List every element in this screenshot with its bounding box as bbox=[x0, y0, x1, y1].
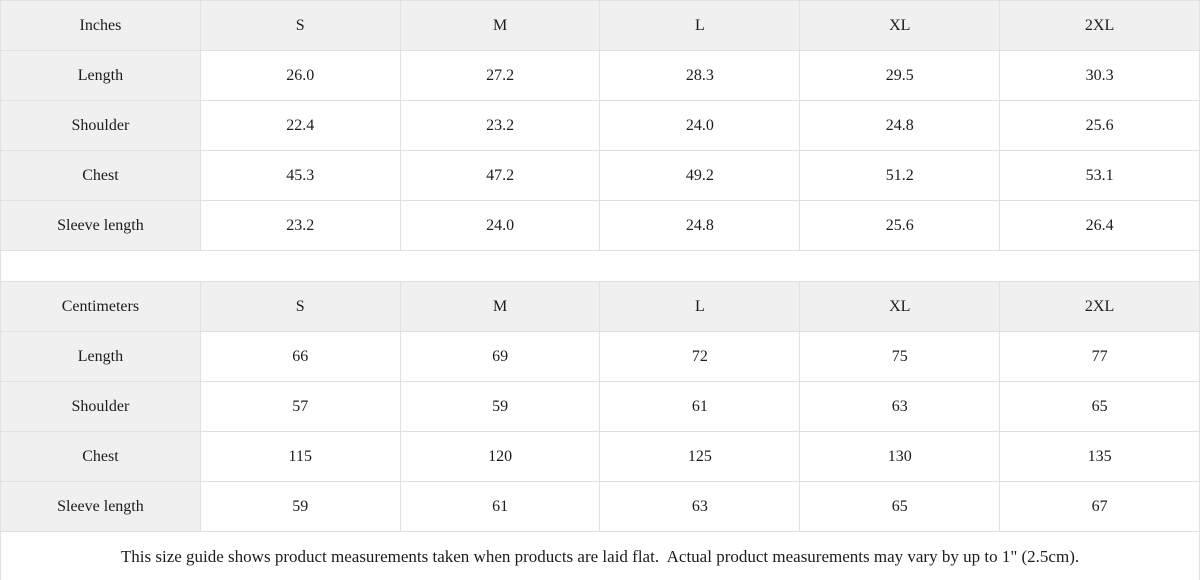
value-cell: 53.1 bbox=[999, 150, 1200, 201]
value-cell: 135 bbox=[999, 431, 1200, 482]
value-cell: 65 bbox=[799, 481, 1001, 532]
value-cell: 63 bbox=[799, 381, 1001, 432]
value-cell: 26.0 bbox=[199, 50, 401, 101]
value-cell: 125 bbox=[599, 431, 801, 482]
value-cell: 57 bbox=[199, 381, 401, 432]
value-cell: 115 bbox=[199, 431, 401, 482]
value-cell: 130 bbox=[799, 431, 1001, 482]
centimeters-header-row: Centimeters S M L XL 2XL bbox=[0, 281, 1200, 332]
unit-header-cell: Inches bbox=[0, 0, 201, 51]
table-row: Length 26.0 27.2 28.3 29.5 30.3 bbox=[0, 50, 1200, 101]
row-label-cell: Sleeve length bbox=[0, 481, 201, 532]
value-cell: 66 bbox=[199, 331, 401, 382]
size-header-cell: 2XL bbox=[999, 281, 1200, 332]
size-header-cell: XL bbox=[799, 0, 1001, 51]
table-row: Shoulder 22.4 23.2 24.0 24.8 25.6 bbox=[0, 100, 1200, 151]
value-cell: 25.6 bbox=[799, 200, 1001, 251]
size-header-cell: L bbox=[599, 281, 801, 332]
size-header-cell: M bbox=[399, 0, 601, 51]
row-label-cell: Chest bbox=[0, 150, 201, 201]
value-cell: 61 bbox=[399, 481, 601, 532]
inches-table: Inches S M L XL 2XL Length 26.0 27.2 28.… bbox=[0, 0, 1200, 251]
table-row: Sleeve length 59 61 63 65 67 bbox=[0, 481, 1200, 532]
size-header-cell: XL bbox=[799, 281, 1001, 332]
value-cell: 120 bbox=[399, 431, 601, 482]
value-cell: 63 bbox=[599, 481, 801, 532]
row-label-cell: Length bbox=[0, 50, 201, 101]
value-cell: 51.2 bbox=[799, 150, 1001, 201]
row-label-cell: Sleeve length bbox=[0, 200, 201, 251]
value-cell: 69 bbox=[399, 331, 601, 382]
value-cell: 27.2 bbox=[399, 50, 601, 101]
value-cell: 22.4 bbox=[199, 100, 401, 151]
table-row: Chest 45.3 47.2 49.2 51.2 53.1 bbox=[0, 150, 1200, 201]
unit-header-cell: Centimeters bbox=[0, 281, 201, 332]
table-row: Chest 115 120 125 130 135 bbox=[0, 431, 1200, 482]
value-cell: 77 bbox=[999, 331, 1200, 382]
table-row: Sleeve length 23.2 24.0 24.8 25.6 26.4 bbox=[0, 200, 1200, 251]
value-cell: 29.5 bbox=[799, 50, 1001, 101]
row-label-cell: Shoulder bbox=[0, 100, 201, 151]
row-label-cell: Length bbox=[0, 331, 201, 382]
value-cell: 23.2 bbox=[399, 100, 601, 151]
value-cell: 23.2 bbox=[199, 200, 401, 251]
inches-header-row: Inches S M L XL 2XL bbox=[0, 0, 1200, 51]
value-cell: 24.0 bbox=[599, 100, 801, 151]
value-cell: 65 bbox=[999, 381, 1200, 432]
value-cell: 26.4 bbox=[999, 200, 1200, 251]
value-cell: 49.2 bbox=[599, 150, 801, 201]
size-header-cell: S bbox=[199, 0, 401, 51]
size-header-cell: 2XL bbox=[999, 0, 1200, 51]
row-label-cell: Chest bbox=[0, 431, 201, 482]
value-cell: 67 bbox=[999, 481, 1200, 532]
value-cell: 25.6 bbox=[999, 100, 1200, 151]
centimeters-table: Centimeters S M L XL 2XL Length 66 69 72… bbox=[0, 281, 1200, 532]
table-row: Shoulder 57 59 61 63 65 bbox=[0, 381, 1200, 432]
table-row: Length 66 69 72 75 77 bbox=[0, 331, 1200, 382]
value-cell: 59 bbox=[399, 381, 601, 432]
value-cell: 30.3 bbox=[999, 50, 1200, 101]
row-label-cell: Shoulder bbox=[0, 381, 201, 432]
size-header-cell: S bbox=[199, 281, 401, 332]
value-cell: 59 bbox=[199, 481, 401, 532]
value-cell: 24.0 bbox=[399, 200, 601, 251]
value-cell: 72 bbox=[599, 331, 801, 382]
spacer-row bbox=[0, 251, 1200, 281]
value-cell: 45.3 bbox=[199, 150, 401, 201]
size-header-cell: L bbox=[599, 0, 801, 51]
value-cell: 24.8 bbox=[799, 100, 1001, 151]
value-cell: 28.3 bbox=[599, 50, 801, 101]
value-cell: 47.2 bbox=[399, 150, 601, 201]
value-cell: 75 bbox=[799, 331, 1001, 382]
value-cell: 24.8 bbox=[599, 200, 801, 251]
value-cell: 61 bbox=[599, 381, 801, 432]
size-guide-footnote: This size guide shows product measuremen… bbox=[0, 532, 1200, 580]
size-header-cell: M bbox=[399, 281, 601, 332]
